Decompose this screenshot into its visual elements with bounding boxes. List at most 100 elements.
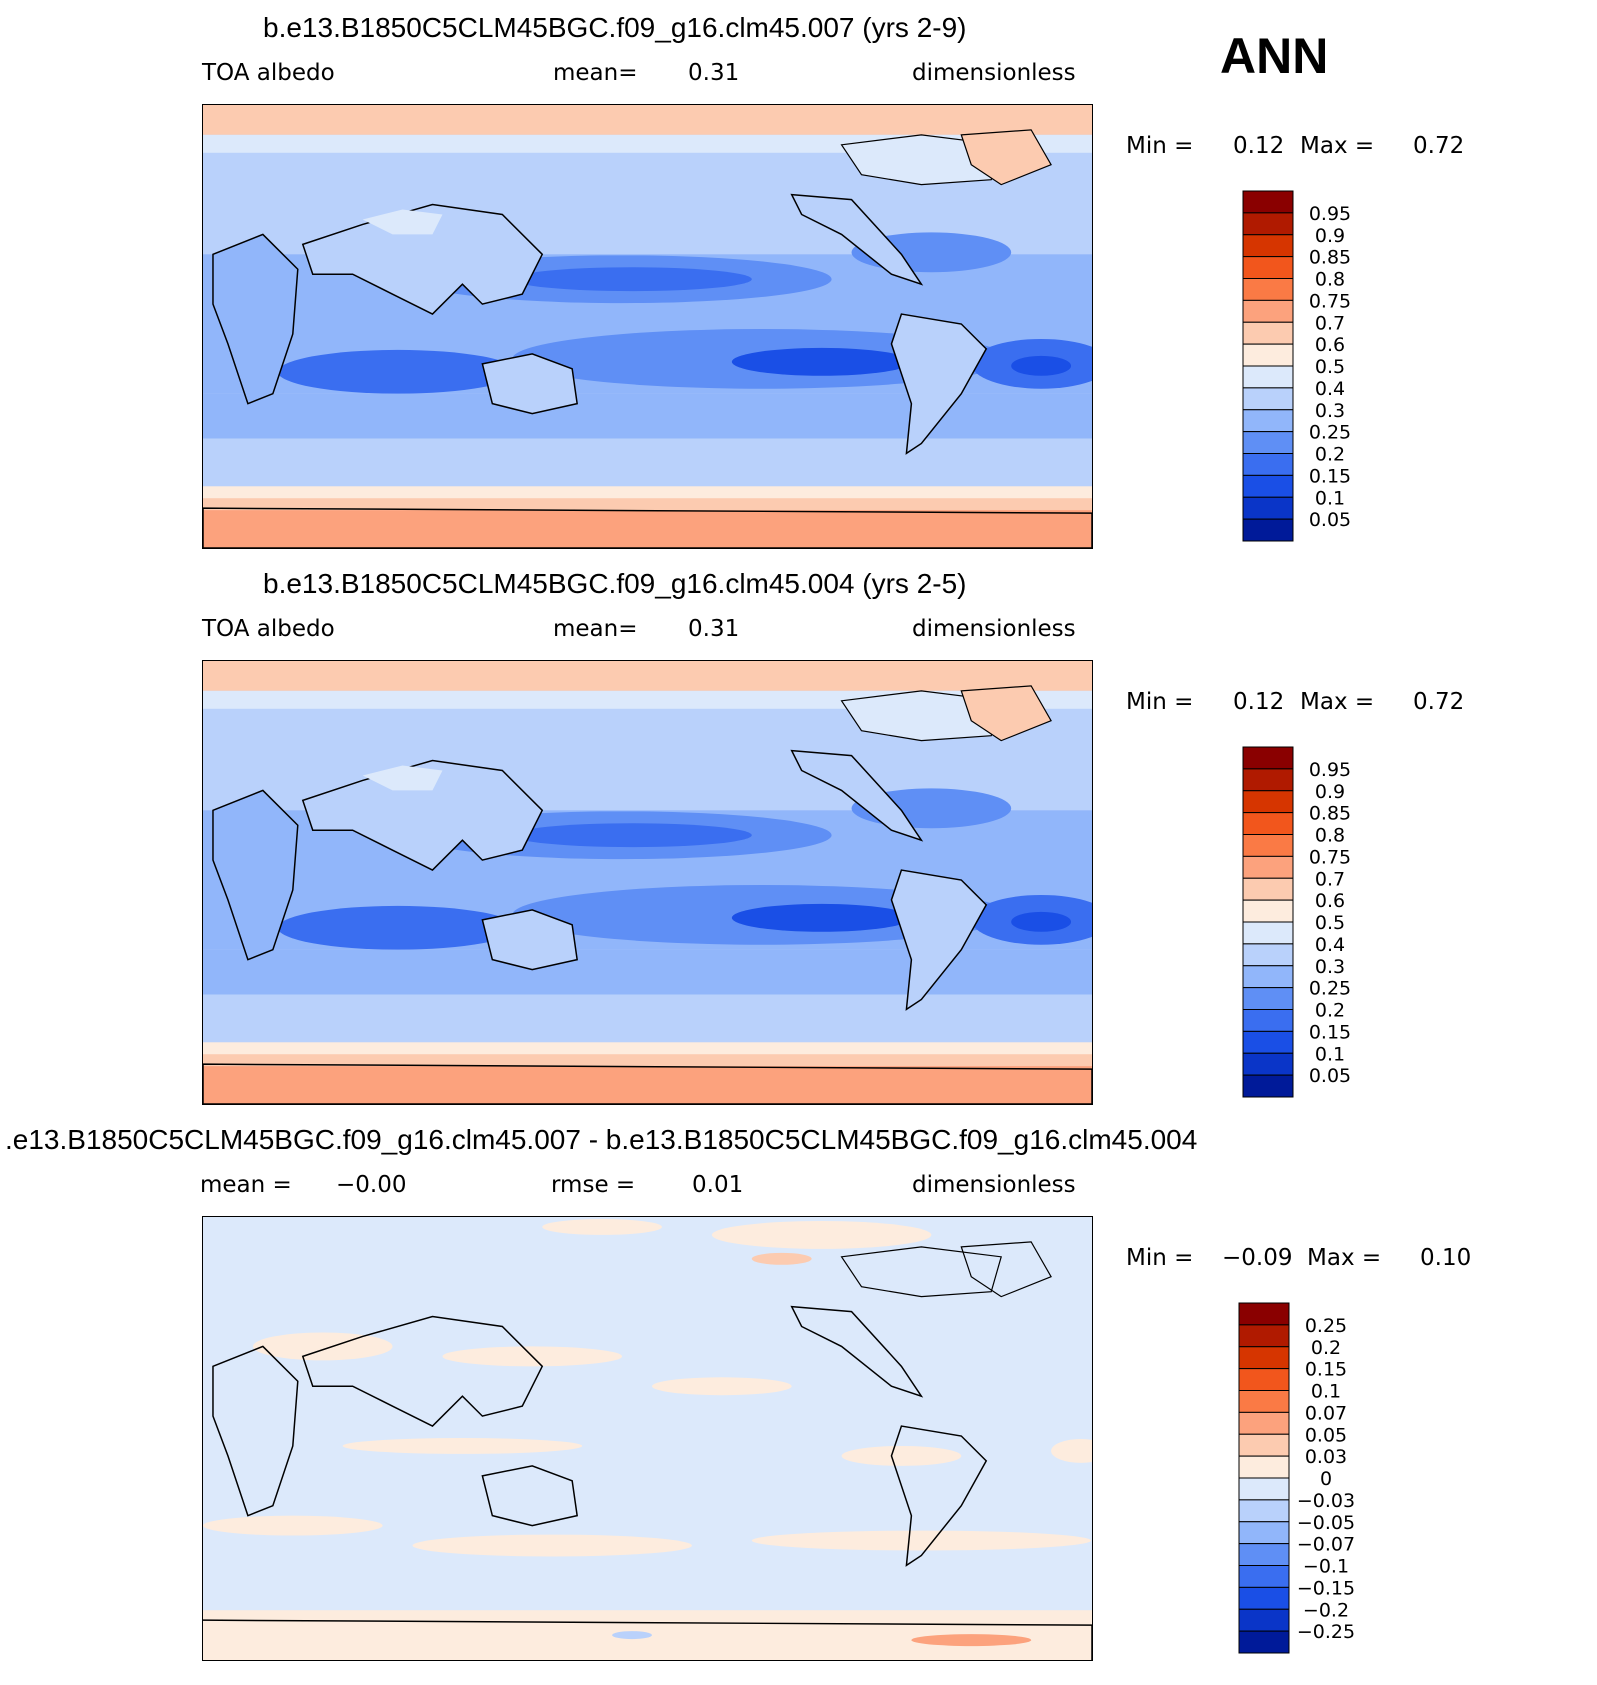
mean-label: mean=	[553, 616, 638, 642]
season-label: ANN	[1220, 28, 1329, 84]
colorbar-svg: 0.950.90.850.80.750.70.60.50.40.30.250.2…	[1242, 746, 1351, 1098]
colorbar-tick-label: 0.85	[1309, 803, 1351, 825]
colorbar-tick-label: −0.2	[1303, 1599, 1349, 1621]
mean-value: 0.31	[688, 60, 740, 86]
colorbar-swatch	[1242, 343, 1294, 367]
colorbar-tick-label: 0.75	[1309, 846, 1351, 868]
colorbar-swatch	[1238, 1565, 1290, 1588]
colorbar-swatch	[1242, 256, 1294, 279]
colorbar-tick-label: 0.15	[1309, 1021, 1351, 1043]
colorbar-tick-label: −0.03	[1297, 1490, 1355, 1512]
colorbar-tick-label: 0.95	[1309, 203, 1351, 225]
colorbar-tick-label: 0.2	[1315, 1000, 1345, 1022]
units-label: dimensionless	[912, 60, 1076, 86]
colorbar-tick-label: 0.1	[1315, 487, 1345, 509]
panel-title: b.e13.B1850C5CLM45BGC.f09_g16.clm45.007 …	[263, 12, 967, 43]
colorbar-tick-label: 0.15	[1305, 1359, 1347, 1381]
colorbar-tick-label: 0.1	[1315, 1043, 1345, 1065]
colorbar-tick-label: −0.1	[1303, 1556, 1349, 1578]
colorbar-swatch	[1238, 1543, 1290, 1566]
colorbar-tick-label: 0.85	[1309, 247, 1351, 269]
colorbar-swatch	[1238, 1324, 1290, 1348]
colorbar-swatch	[1238, 1630, 1290, 1654]
colorbar-swatch	[1242, 453, 1294, 476]
max-label: Max =	[1300, 133, 1375, 159]
colorbar-swatch	[1238, 1608, 1290, 1632]
mean-label: mean=	[553, 60, 638, 86]
colorbar-tick-label: 0.6	[1315, 890, 1345, 912]
colorbar-tick-label: 0.1	[1311, 1381, 1341, 1403]
colorbar: 0.95 0.9 0.85 0.8 0.75 0.7 0.6 0.5 0.4 0.3 0.25 0.2…	[1242, 746, 1402, 1098]
variable-label: TOA albedo	[202, 616, 335, 642]
colorbar-tick-label: 0	[1320, 1468, 1332, 1490]
colorbar-swatch	[1242, 1052, 1294, 1076]
colorbar-swatch	[1238, 1368, 1290, 1391]
min-value: 0.12	[1233, 133, 1285, 159]
colorbar-tick-label: 0.8	[1315, 269, 1345, 291]
mean-value: −0.00	[336, 1172, 407, 1198]
colorbar: 0.95 0.9 0.85 0.8 0.75 0.7 0.6 0.5 0.4 0.3 0.25 0.2…	[1242, 190, 1402, 542]
colorbar-swatch	[1238, 1521, 1290, 1545]
colorbar-tick-label: 0.25	[1305, 1315, 1347, 1337]
colorbar-swatch	[1242, 921, 1294, 945]
colorbar-swatch	[1242, 1074, 1294, 1098]
colorbar-swatch	[1242, 1009, 1294, 1032]
colorbar-swatch	[1238, 1586, 1290, 1610]
rmse-label: rmse =	[551, 1172, 636, 1198]
colorbar-svg: 0.950.90.850.80.750.70.60.50.40.30.250.2…	[1242, 190, 1351, 542]
colorbar-tick-label: −0.07	[1297, 1534, 1355, 1556]
colorbar-tick-label: 0.05	[1309, 1065, 1351, 1087]
colorbar-swatch	[1242, 834, 1294, 857]
min-value: 0.12	[1233, 689, 1285, 715]
colorbar-swatch	[1242, 855, 1294, 879]
panel-title: b.e13.B1850C5CLM45BGC.f09_g16.clm45.004 …	[263, 568, 967, 599]
colorbar-swatch	[1242, 877, 1294, 901]
colorbar-tick-label: 0.9	[1315, 225, 1345, 247]
colorbar-tick-label: 0.6	[1315, 334, 1345, 356]
colorbar-tick-label: 0.75	[1309, 290, 1351, 312]
colorbar-tick-label: 0.8	[1315, 825, 1345, 847]
max-value: 0.10	[1420, 1245, 1472, 1271]
colorbar-tick-label: 0.4	[1315, 378, 1345, 400]
colorbar-swatch	[1238, 1302, 1290, 1326]
albedo-map	[202, 104, 1093, 549]
colorbar-tick-label: 0.9	[1315, 781, 1345, 803]
colorbar-tick-label: −0.05	[1297, 1512, 1355, 1534]
min-label: Min =	[1126, 1245, 1194, 1271]
colorbar-swatch	[1238, 1477, 1290, 1501]
colorbar-swatch	[1242, 299, 1294, 323]
units-label: dimensionless	[912, 616, 1076, 642]
colorbar-swatch	[1242, 190, 1294, 214]
colorbar-swatch	[1242, 790, 1294, 814]
max-value: 0.72	[1413, 689, 1465, 715]
colorbar-swatch	[1242, 365, 1294, 389]
colorbar-swatch	[1242, 768, 1294, 792]
colorbar-tick-label: 0.3	[1315, 400, 1345, 422]
colorbar-swatch	[1242, 431, 1294, 454]
colorbar-swatch	[1242, 987, 1294, 1010]
difference-map	[202, 1216, 1093, 1661]
colorbar-swatch	[1242, 321, 1294, 345]
colorbar-tick-label: 0.07	[1305, 1402, 1347, 1424]
colorbar-swatch	[1242, 1030, 1294, 1054]
max-value: 0.72	[1413, 133, 1465, 159]
colorbar-tick-label: −0.25	[1297, 1621, 1355, 1643]
max-label: Max =	[1307, 1245, 1382, 1271]
colorbar-tick-label: 0.03	[1305, 1446, 1347, 1468]
variable-label: TOA albedo	[202, 60, 335, 86]
colorbar-swatch	[1238, 1433, 1290, 1457]
colorbar-swatch	[1242, 278, 1294, 301]
colorbar-tick-label: 0.3	[1315, 956, 1345, 978]
mean-label: mean =	[200, 1172, 292, 1198]
colorbar-tick-label: 0.2	[1315, 444, 1345, 466]
colorbar-tick-label: −0.15	[1297, 1577, 1355, 1599]
colorbar-tick-label: 0.5	[1315, 356, 1345, 378]
colorbar-swatch	[1242, 812, 1294, 835]
panel-title: .e13.B1850C5CLM45BGC.f09_g16.clm45.007 -…	[5, 1124, 1198, 1155]
colorbar-tick-label: 0.7	[1315, 312, 1345, 334]
colorbar-tick-label: 0.05	[1305, 1424, 1347, 1446]
colorbar-tick-label: 0.5	[1315, 912, 1345, 934]
min-label: Min =	[1126, 133, 1194, 159]
colorbar-swatch	[1238, 1411, 1290, 1435]
min-label: Min =	[1126, 689, 1194, 715]
